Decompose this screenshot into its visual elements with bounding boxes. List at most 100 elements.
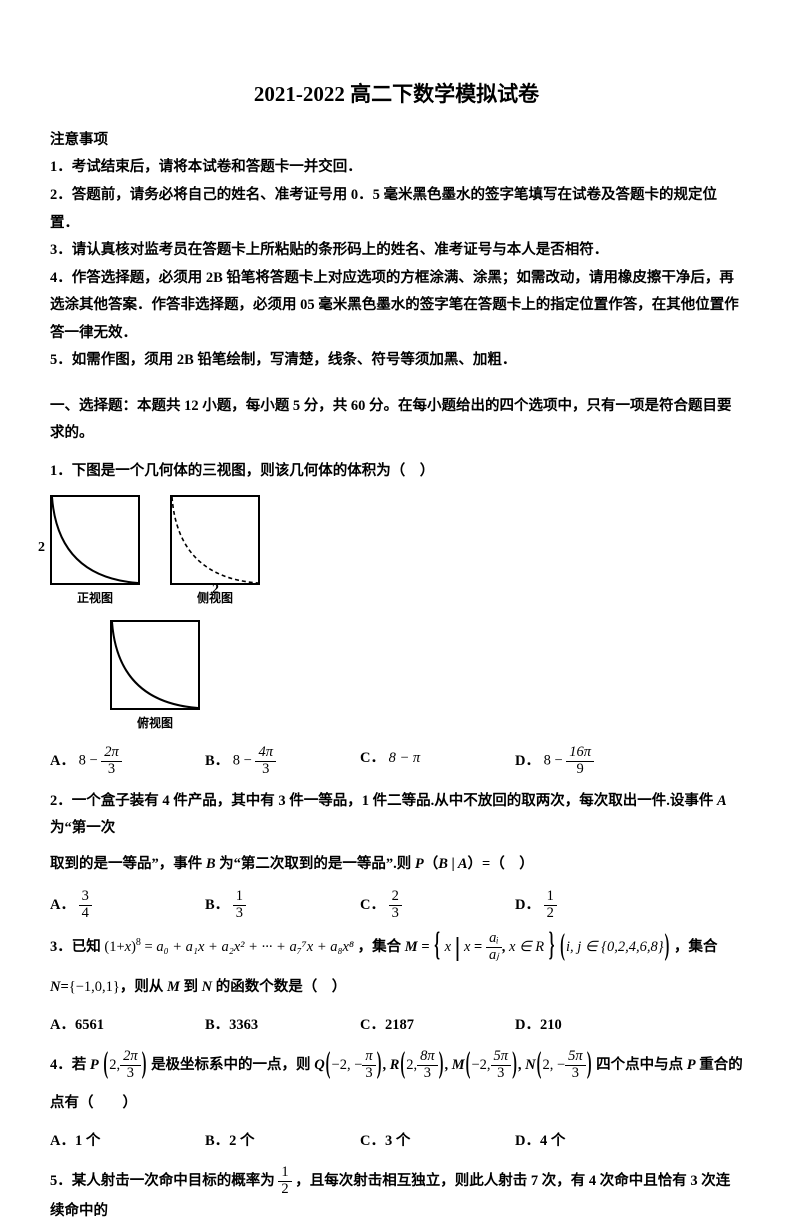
opt-d-label: D． (515, 1017, 540, 1033)
paren-icon: ) (512, 1037, 517, 1095)
math-text: = (470, 939, 486, 955)
paren-icon: ) (439, 1037, 444, 1095)
notice-block: 注意事项 1．考试结束后，请将本试卷和答题卡一并交回． 2．答题前，请务必将自己… (50, 127, 743, 375)
math-text: = (418, 939, 434, 955)
var-m: M (452, 1057, 465, 1073)
bar-icon: | (455, 933, 461, 962)
paren-icon: ) (587, 1037, 592, 1095)
frac-n: 5π (565, 1049, 586, 1066)
q4-options: A．1 个 B．2 个 C．3 个 D．4 个 (50, 1128, 743, 1156)
q2-text: 为“第二次取到的是一等品”.则 (216, 856, 415, 872)
opt-c-label: C． (360, 1133, 385, 1149)
q1-stem: 1．下图是一个几何体的三视图，则该几何体的体积为（ ） (50, 458, 743, 486)
var-r: R (390, 1057, 400, 1073)
page-title: 2021-2022 高二下数学模拟试卷 (50, 75, 743, 115)
polynomial: a₀ + a₁x + a₂x² + ··· + a₇⁷x + a₈x⁸ (156, 939, 354, 955)
math-text: (1+ (104, 939, 124, 955)
frac-n: 2π (120, 1049, 141, 1066)
question-1: 1．下图是一个几何体的三视图，则该几何体的体积为（ ） 2 正视图 (50, 458, 743, 778)
var-b: B (206, 856, 216, 872)
paren-icon: ) (665, 919, 670, 977)
opt-b-label: B． (205, 1133, 229, 1149)
brace-icon: } (549, 916, 555, 979)
frac-d: 4 (79, 906, 92, 922)
q4-line2: 点有（ ） (50, 1090, 743, 1118)
q3-options: A．6561 B．3363 C．2187 D．210 (50, 1012, 743, 1040)
frac-d: 2 (278, 1182, 291, 1198)
notice-line: 2．答题前，请务必将自己的姓名、准考证号用 0．5 毫米黑色墨水的签字笔填写在试… (50, 182, 743, 237)
q3-text: 3．已知 (50, 939, 101, 955)
question-2: 2．一个盒子装有 4 件产品，其中有 3 件一等品，1 件二等品.从中不放回的取… (50, 788, 743, 922)
var-n: N (202, 979, 212, 995)
opt-b-label: B． (205, 753, 229, 769)
opt-b-val: 3363 (229, 1017, 258, 1033)
frac-n: 1 (278, 1165, 291, 1182)
opt-d-val: 210 (540, 1017, 562, 1033)
frac-n: 3 (79, 889, 92, 906)
var-a: A (717, 793, 727, 809)
front-view-box: 2 (50, 495, 140, 585)
q1-figures: 2 正视图 2 侧视图 (50, 495, 743, 735)
opt-b-label: B． (205, 1017, 229, 1033)
var-x: x (445, 939, 451, 955)
frac-n: 16π (566, 745, 594, 762)
frac-n: 4π (255, 745, 276, 762)
var-m: M (405, 939, 418, 955)
var-n: N (50, 979, 60, 995)
opt-c-val: 8 − π (389, 750, 421, 766)
paren-icon: ( (466, 1037, 471, 1095)
frac-d: 3 (565, 1066, 586, 1082)
top-view-box (110, 620, 200, 710)
frac-d: aⱼ (486, 948, 502, 964)
opt-a-val: 1 个 (75, 1133, 100, 1149)
frac-n: aᵢ (486, 931, 502, 948)
opt-a-val: 6561 (75, 1017, 104, 1033)
opt-a-label: A． (50, 896, 75, 912)
frac-d: 3 (233, 906, 246, 922)
axis-label: 2 (212, 577, 219, 604)
opt-b-val: 8 − (233, 753, 252, 769)
question-4: 4．若 P (2,2π3) 是极坐标系中的一点，则 Q(−2, −π3), R(… (50, 1049, 743, 1155)
q2-text: 取到的是一等品”，事件 (50, 856, 206, 872)
front-view-label: 正视图 (77, 587, 113, 610)
q2-text: 为“第一次 (50, 820, 115, 836)
notice-heading: 注意事项 (50, 127, 743, 155)
frac-d: 3 (389, 906, 402, 922)
opt-a-label: A． (50, 1017, 75, 1033)
paren-icon: ( (560, 919, 565, 977)
var-p: P (90, 1057, 99, 1073)
frac-d: 3 (417, 1066, 438, 1082)
frac-n: 5π (491, 1049, 512, 1066)
var-q: Q (314, 1057, 324, 1073)
notice-line: 3．请认真核对监考员在答题卡上所粘贴的条形码上的姓名、准考证号与本人是否相符． (50, 237, 743, 265)
frac-d: 3 (120, 1066, 141, 1082)
paren-icon: ) (377, 1037, 382, 1095)
index-set: i, j ∈ {0,2,4,6,8} (566, 939, 664, 955)
q3-text: ，集合 (674, 939, 718, 955)
math-text: , (502, 939, 509, 955)
frac-n: 1 (544, 889, 557, 906)
opt-a-label: A． (50, 753, 75, 769)
var-ba: B | A (438, 856, 467, 872)
q3-text: 到 (180, 979, 202, 995)
opt-a-val: 8 − (79, 753, 98, 769)
frac-n: 2 (389, 889, 402, 906)
math-text: x ∈ R (509, 939, 544, 955)
opt-d-label: D． (515, 753, 540, 769)
opt-d-val: 8 − (544, 753, 563, 769)
q2-options: A． 34 B． 13 C． 23 D． 12 (50, 889, 743, 922)
question-3: 3．已知 (1+x)8 = a₀ + a₁x + a₂x² + ··· + a₇… (50, 931, 743, 1039)
top-view-label: 俯视图 (137, 712, 173, 735)
frac-d: 3 (255, 762, 276, 778)
q2-text: 2．一个盒子装有 4 件产品，其中有 3 件一等品，1 件二等品.从中不放回的取… (50, 793, 717, 809)
q2-text: （ (424, 856, 439, 872)
q4-text: 是极坐标系中的一点，则 (151, 1057, 314, 1073)
q2-text: ）=（ ） (468, 856, 534, 872)
coord: −2, − (332, 1057, 363, 1073)
frac-n: 2π (101, 745, 122, 762)
brace-icon: { (434, 916, 440, 979)
frac-n: 1 (233, 889, 246, 906)
q3-text: ，集合 (358, 939, 405, 955)
notice-line: 1．考试结束后，请将本试卷和答题卡一并交回． (50, 154, 743, 182)
opt-b-label: B． (205, 896, 229, 912)
